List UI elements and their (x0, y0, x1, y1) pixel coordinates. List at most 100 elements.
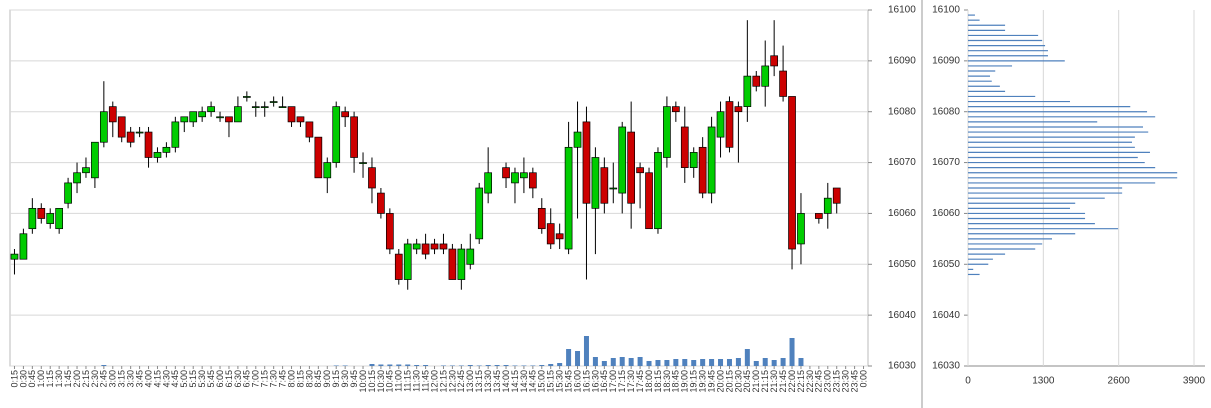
x-tick-label: 21:30 (769, 370, 779, 393)
candle-body (287, 106, 296, 123)
candle-body (484, 172, 493, 194)
x-tick-label: 0:30 (18, 370, 28, 388)
candle-body (368, 167, 376, 189)
x-tick-label: 6:00 (215, 370, 225, 388)
candle-body (64, 182, 72, 204)
x-tick-label: 18:30 (662, 370, 672, 393)
x-tick-label: 22:30 (805, 370, 815, 393)
candle-body (314, 136, 323, 179)
candle-body (108, 106, 117, 123)
candle-body (162, 146, 171, 153)
volume-bar (691, 360, 697, 366)
volume-bar (387, 364, 393, 366)
x-tick-label: 23:00 (823, 370, 833, 393)
candle-body (618, 126, 627, 194)
volume-bar (342, 365, 348, 366)
x-tick-label: 13:30 (483, 370, 493, 393)
volume-bar (682, 359, 688, 366)
candle-body (636, 167, 644, 174)
volume-bar (503, 365, 509, 366)
x-tick-label: 0:45 (27, 370, 37, 388)
x-tick-label: 16:30 (590, 370, 600, 393)
x-tick-label: 7:00 (251, 370, 261, 388)
x-tick-label: 4:15 (152, 370, 162, 388)
candle-body (797, 213, 805, 245)
x-tick-label: 17:30 (626, 370, 636, 393)
candle-body (475, 187, 484, 240)
y-tick-label: 16040 (888, 310, 916, 321)
candle-body (28, 207, 37, 230)
x-tick-label: 11:30 (412, 370, 422, 392)
volume-bar (735, 358, 741, 366)
x-tick-label: 0:00 (858, 370, 868, 388)
x-tick-label: 2:15 (81, 370, 91, 388)
candle-body (511, 172, 519, 184)
candle-body (743, 75, 752, 107)
x-tick-label: 0 (965, 376, 971, 387)
candle-body (752, 75, 761, 87)
candle-body (698, 146, 707, 194)
x-tick-label: 4:00 (143, 370, 153, 388)
candle-body (600, 167, 609, 204)
candle-body (537, 207, 546, 230)
candle-body (153, 152, 162, 158)
candle-body (716, 111, 725, 138)
x-tick-label: 2:30 (90, 370, 100, 388)
y-tick-label: 16030 (932, 361, 960, 372)
candle-body (832, 187, 841, 204)
x-tick-label: 9:30 (340, 370, 350, 388)
x-tick-label: 5:45 (206, 370, 216, 388)
candle-body (377, 192, 385, 214)
volume-bar (601, 361, 607, 366)
volume-bar (619, 357, 625, 366)
candle-body (430, 243, 439, 250)
candle-body (323, 162, 332, 179)
x-tick-label: 7:30 (269, 370, 279, 388)
x-tick-label: 4:45 (170, 370, 180, 388)
x-tick-label: 8:30 (304, 370, 314, 388)
y-tick-label: 16060 (932, 208, 960, 219)
volume-bar (628, 358, 634, 366)
x-tick-label: 6:15 (224, 370, 234, 388)
candle-body (546, 223, 555, 245)
x-tick-label: 6:45 (242, 370, 252, 388)
volume-bar (583, 336, 589, 366)
volume-bar (476, 365, 482, 366)
x-tick-label: 11:15 (403, 370, 413, 392)
candle-body (502, 167, 510, 179)
y-tick-label: 16030 (888, 361, 916, 372)
x-tick-label: 10:15 (367, 370, 377, 393)
x-tick-label: 12:30 (447, 370, 457, 393)
volume-bar (566, 349, 572, 366)
volume-bar (709, 359, 715, 366)
candle-body (46, 213, 55, 224)
volume-bar (798, 358, 804, 366)
y-tick-label: 16080 (932, 106, 960, 117)
volume-bar (592, 357, 598, 366)
x-tick-label: 16:00 (572, 370, 582, 393)
x-tick-label: 6:30 (233, 370, 243, 388)
candle-body (126, 131, 135, 143)
x-tick-label: 2:45 (99, 370, 109, 388)
x-tick-label: 8:45 (313, 370, 323, 388)
candle-body (180, 116, 189, 123)
x-tick-label: 11:00 (394, 370, 404, 392)
x-tick-label: 13:45 (492, 370, 502, 393)
x-tick-label: 1:15 (45, 370, 55, 388)
x-tick-label: 15:30 (555, 370, 565, 393)
volume-bar (378, 364, 384, 366)
x-tick-label: 10:45 (385, 370, 395, 393)
x-tick-label: 18:15 (653, 370, 663, 393)
candle-body (305, 121, 314, 138)
candle-body (555, 233, 564, 240)
candle-body (10, 253, 19, 260)
x-tick-label: 3:45 (134, 370, 144, 388)
candle-body (770, 55, 779, 67)
candle-body (823, 197, 832, 214)
volume-bar (637, 357, 643, 366)
candle-body (448, 248, 457, 280)
x-tick-label: 11:45 (420, 370, 430, 392)
candle-body (609, 187, 618, 190)
x-tick-label: 9:00 (322, 370, 332, 388)
